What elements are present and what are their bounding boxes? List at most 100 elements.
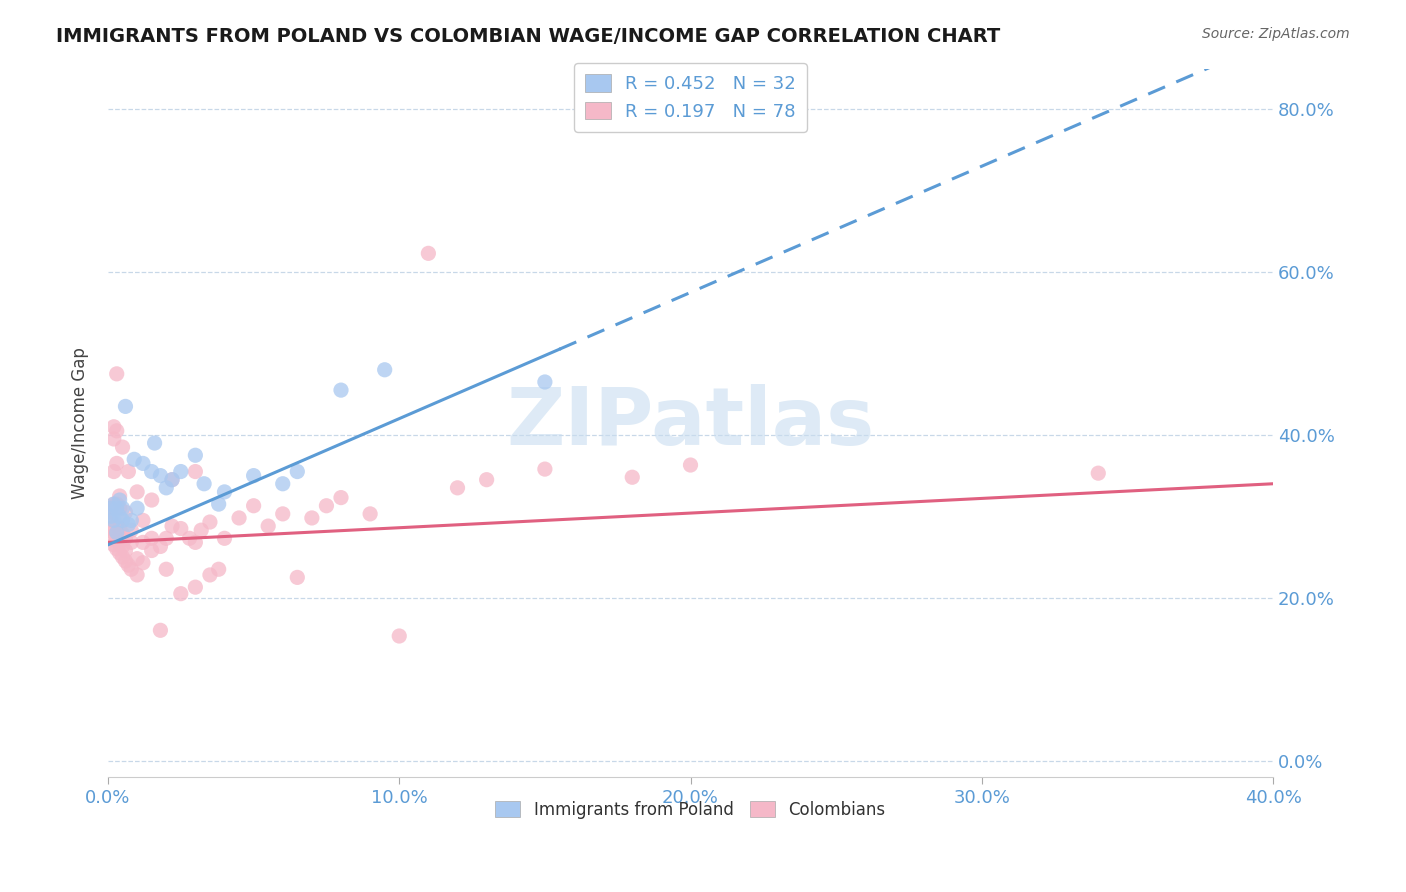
Point (141, 543, 163, 558)
Point (190, 523, 212, 537)
Point (149, 624, 172, 638)
Point (100, 501, 122, 516)
Point (184, 465, 207, 479)
Point (475, 473, 498, 487)
Point (170, 465, 193, 479)
Point (100, 501, 122, 516)
Y-axis label: Wage/Income Gap: Wage/Income Gap (72, 347, 89, 499)
Point (214, 484, 236, 499)
Point (105, 501, 128, 516)
Point (208, 562, 231, 576)
Point (114, 543, 136, 558)
Point (1087, 466, 1109, 480)
Point (117, 517, 139, 532)
Point (330, 383, 353, 397)
Point (108, 535, 131, 549)
Point (534, 462, 557, 476)
Point (105, 424, 128, 438)
Point (117, 558, 139, 573)
Point (114, 400, 136, 414)
Point (105, 525, 128, 540)
Point (184, 448, 207, 462)
Point (105, 497, 128, 511)
Point (184, 580, 207, 594)
Point (103, 513, 125, 527)
Point (149, 540, 172, 554)
Point (114, 531, 136, 545)
Point (100, 509, 122, 524)
Point (301, 511, 323, 525)
Point (679, 458, 702, 472)
Point (132, 457, 155, 471)
Point (132, 513, 155, 527)
Point (141, 531, 163, 545)
Point (111, 440, 134, 454)
Point (257, 519, 280, 533)
Point (103, 432, 125, 446)
Point (242, 468, 264, 483)
Point (111, 540, 134, 554)
Point (446, 481, 468, 495)
Point (120, 513, 142, 527)
Point (285, 570, 308, 584)
Point (198, 515, 221, 529)
Point (127, 568, 149, 582)
Point (100, 522, 122, 536)
Point (105, 457, 128, 471)
Point (160, 473, 183, 487)
Point (228, 511, 250, 525)
Point (160, 473, 183, 487)
Point (155, 562, 177, 576)
Point (103, 525, 125, 540)
Point (285, 465, 308, 479)
Point (127, 551, 149, 566)
Point (114, 554, 136, 568)
Point (141, 493, 163, 508)
Point (143, 436, 166, 450)
Point (208, 497, 231, 511)
Text: ZIPatlas: ZIPatlas (506, 384, 875, 462)
Point (103, 497, 125, 511)
Point (534, 375, 557, 389)
Point (120, 535, 142, 549)
Point (108, 493, 131, 508)
Point (170, 587, 193, 601)
Point (330, 491, 353, 505)
Point (374, 363, 396, 377)
Point (149, 468, 172, 483)
Point (141, 465, 163, 479)
Point (127, 501, 149, 516)
Point (105, 533, 128, 548)
Point (271, 507, 294, 521)
Point (108, 501, 131, 516)
Point (108, 509, 131, 524)
Point (108, 489, 131, 503)
Point (103, 465, 125, 479)
Point (359, 507, 381, 521)
Point (105, 517, 128, 532)
Point (120, 562, 142, 576)
Point (103, 538, 125, 552)
Point (103, 497, 125, 511)
Point (132, 535, 155, 549)
Point (100, 513, 122, 527)
Point (120, 523, 142, 537)
Point (105, 541, 128, 556)
Point (122, 452, 145, 467)
Point (132, 556, 155, 570)
Point (388, 629, 411, 643)
Point (111, 501, 134, 516)
Text: Source: ZipAtlas.com: Source: ZipAtlas.com (1202, 27, 1350, 41)
Point (214, 531, 236, 545)
Point (271, 476, 294, 491)
Point (103, 419, 125, 434)
Point (418, 246, 440, 260)
Point (111, 527, 134, 541)
Point (160, 519, 183, 533)
Legend: Immigrants from Poland, Colombians: Immigrants from Poland, Colombians (489, 794, 893, 825)
Point (155, 531, 177, 545)
Point (111, 549, 134, 564)
Point (127, 484, 149, 499)
Point (242, 499, 264, 513)
Point (108, 522, 131, 536)
